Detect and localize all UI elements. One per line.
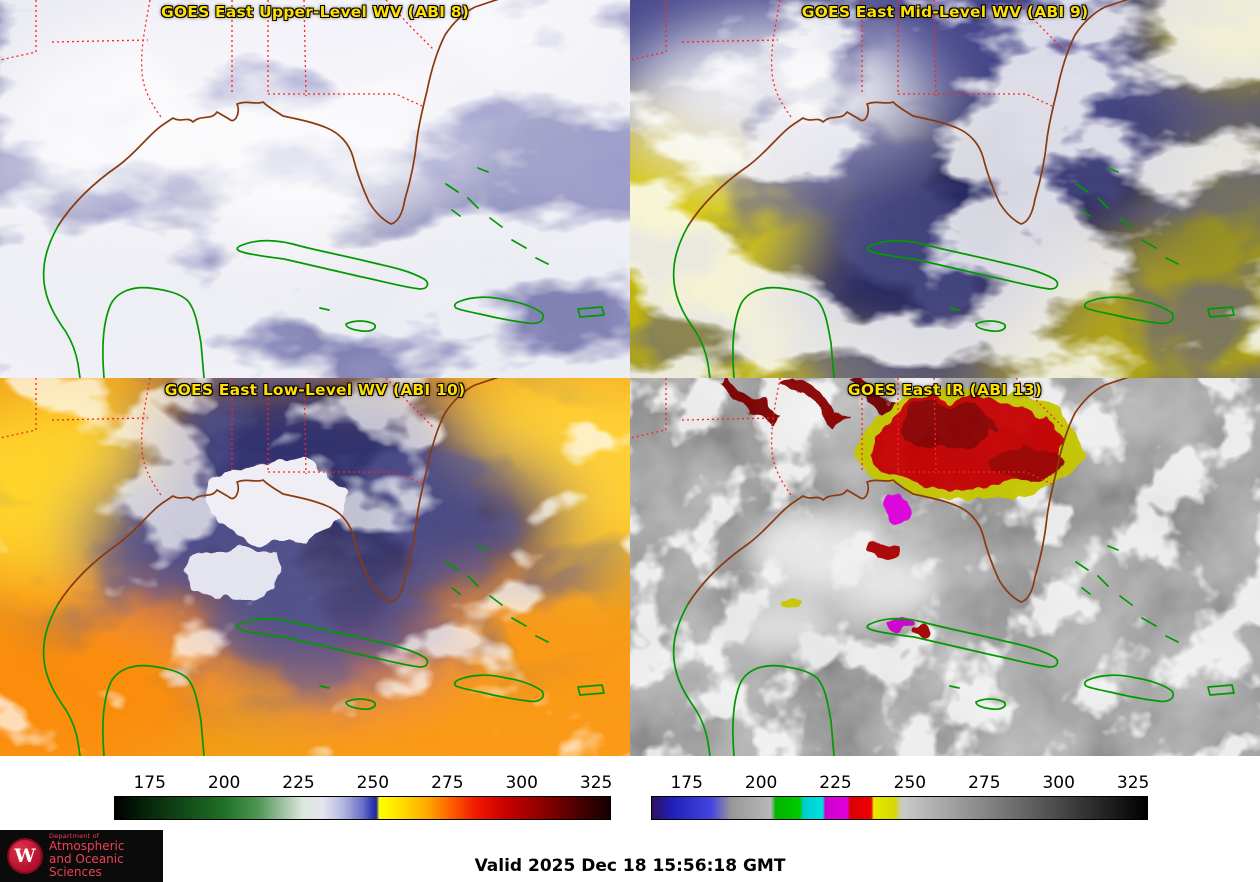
colorbar-tick-label: 275 (431, 773, 464, 793)
colorbar-tick-label: 300 (1042, 773, 1075, 793)
satellite-image-abi8 (0, 0, 630, 378)
satellite-grid: GOES East Upper-Level WV (ABI 8) (0, 0, 1260, 756)
colorbar-tick-label: 250 (356, 773, 390, 793)
water-vapor-colorbar-gradient (114, 796, 611, 820)
footer: W Department of Atmospheric and Oceanic … (0, 830, 1260, 882)
uw-crest-icon: W (7, 838, 43, 874)
colorbar-row: 175 200 225 250 275 300 325 175 200 225 250 275 300… (0, 756, 1260, 830)
panel-upper-level-wv: GOES East Upper-Level WV (ABI 8) (0, 0, 630, 378)
panel-title-abi8: GOES East Upper-Level WV (ABI 8) (160, 3, 470, 21)
logo-line-2: and Oceanic Sciences (49, 852, 124, 879)
colorbar-tick-label: 300 (505, 773, 538, 793)
satellite-image-abi13 (630, 378, 1260, 756)
colorbar-tick-label: 225 (282, 773, 315, 793)
panel-title-abi9: GOES East Mid-Level WV (ABI 9) (801, 3, 1089, 21)
colorbar-tick-label: 200 (207, 773, 241, 793)
infrared-colorbar-ticks: 175 200 225 250 275 300 325 (651, 770, 1150, 794)
panel-title-abi10: GOES East Low-Level WV (ABI 10) (164, 381, 466, 399)
water-vapor-colorbar-ticks: 175 200 225 250 275 300 325 (114, 770, 613, 794)
panel-low-level-wv: GOES East Low-Level WV (ABI 10) (0, 378, 630, 756)
colorbar-tick-label: 175 (670, 773, 703, 793)
colorbar-tick-label: 325 (1116, 773, 1150, 793)
colorbar-tick-label: 200 (744, 773, 778, 793)
water-vapor-colorbar: 175 200 225 250 275 300 325 (114, 770, 613, 820)
logo-dept-line: Department of (49, 832, 100, 841)
colorbar-tick-label: 275 (968, 773, 1001, 793)
colorbar-tick-label: 225 (819, 773, 852, 793)
colorbar-tick-label: 325 (579, 773, 613, 793)
valid-time-label: Valid 2025 Dec 18 15:56:18 GMT (474, 856, 786, 876)
colorbar-tick-label: 175 (133, 773, 166, 793)
panel-mid-level-wv: GOES East Mid-Level WV (ABI 9) (630, 0, 1260, 378)
satellite-image-abi9 (630, 0, 1260, 378)
infrared-colorbar: 175 200 225 250 275 300 325 (651, 770, 1150, 820)
panel-infrared: GOES East IR (ABI 13) (630, 378, 1260, 756)
satellite-image-abi10 (0, 378, 630, 756)
uw-aos-logo: W Department of Atmospheric and Oceanic … (0, 830, 163, 882)
crest-letter: W (14, 845, 36, 867)
panel-title-abi13: GOES East IR (ABI 13) (847, 381, 1043, 399)
infrared-colorbar-gradient (651, 796, 1148, 820)
colorbar-tick-label: 250 (893, 773, 927, 793)
logo-text: Department of Atmospheric and Oceanic Sc… (49, 833, 156, 879)
logo-line-1: Atmospheric (49, 839, 125, 854)
